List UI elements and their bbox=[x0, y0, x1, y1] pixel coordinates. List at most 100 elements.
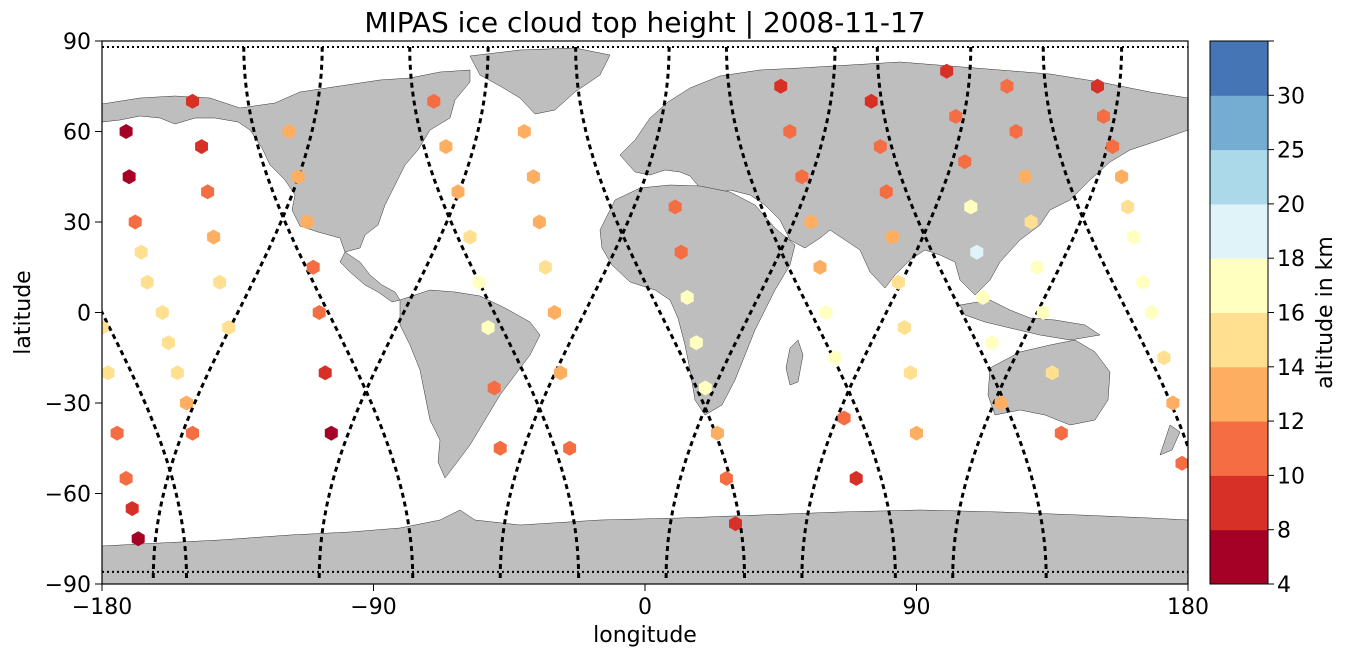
cloud-marker bbox=[563, 440, 577, 456]
cloud-marker bbox=[774, 78, 788, 94]
y-tick-label: 60 bbox=[63, 121, 91, 146]
orbit-track bbox=[574, 46, 746, 578]
madagascar-land bbox=[785, 339, 804, 386]
cloud-marker bbox=[125, 501, 139, 517]
orbit-track bbox=[724, 46, 897, 579]
orbit-track bbox=[242, 47, 415, 578]
cloud-marker bbox=[689, 335, 703, 351]
indonesia-land bbox=[959, 299, 1101, 341]
cloud-markers bbox=[102, 63, 1188, 547]
central-america-land bbox=[339, 251, 401, 303]
cloud-marker bbox=[804, 214, 818, 230]
cloud-marker bbox=[1157, 350, 1171, 366]
cloud-marker bbox=[1030, 259, 1044, 275]
cloud-marker bbox=[140, 274, 154, 290]
cloud-marker bbox=[222, 320, 236, 336]
cloud-marker bbox=[1045, 365, 1059, 381]
cloud-marker bbox=[885, 229, 899, 245]
colorbar-ticks: 4 8 10 12 14 16 18 20 25 30 bbox=[1268, 40, 1305, 598]
cloud-marker bbox=[1121, 199, 1135, 215]
orbit-track bbox=[317, 47, 490, 579]
cloud-marker bbox=[1009, 124, 1023, 139]
colorbar-block bbox=[1210, 149, 1268, 205]
map-layer bbox=[102, 46, 1188, 584]
y-axis-title: latitude bbox=[11, 270, 36, 354]
australia-land bbox=[987, 339, 1111, 426]
cloud-marker bbox=[122, 169, 136, 185]
cloud-marker bbox=[1145, 305, 1159, 320]
cloud-marker bbox=[131, 531, 145, 547]
cloud-marker bbox=[891, 274, 905, 290]
cloud-marker bbox=[994, 395, 1008, 411]
colorbar-block bbox=[1210, 258, 1268, 313]
eurasia-land bbox=[619, 61, 1188, 296]
colorbar-block bbox=[1210, 203, 1268, 259]
greenland-land bbox=[469, 47, 611, 115]
cloud-marker bbox=[1000, 78, 1014, 94]
cloud-marker bbox=[720, 470, 733, 486]
africa-land bbox=[599, 184, 796, 416]
colorbar-tick-label: 30 bbox=[1277, 84, 1305, 109]
cloud-marker bbox=[201, 184, 215, 200]
y-tick-label: −90 bbox=[45, 573, 91, 598]
colorbar-block bbox=[1210, 312, 1268, 368]
cloud-marker bbox=[291, 169, 305, 185]
cloud-marker bbox=[300, 214, 314, 230]
cloud-marker bbox=[451, 184, 465, 200]
colorbar-tick-label: 16 bbox=[1277, 302, 1305, 327]
cloud-marker bbox=[970, 244, 984, 260]
colorbar-tick-label: 20 bbox=[1277, 193, 1305, 218]
x-tick-label: 180 bbox=[1167, 595, 1209, 620]
cloud-marker bbox=[318, 365, 332, 381]
cloud-marker bbox=[1097, 108, 1110, 124]
orbit-track bbox=[151, 47, 324, 578]
colorbar-tick-label: 18 bbox=[1277, 247, 1305, 272]
cloud-marker bbox=[102, 365, 115, 381]
colorbar-tick-label: 12 bbox=[1277, 410, 1305, 435]
orbit-track bbox=[875, 47, 1048, 578]
x-axis-title: longitude bbox=[593, 623, 697, 648]
cloud-marker bbox=[119, 124, 133, 139]
cloud-marker bbox=[282, 124, 296, 139]
cloud-marker bbox=[207, 229, 221, 245]
colorbar-tick-label: 14 bbox=[1277, 356, 1305, 381]
cloud-marker bbox=[819, 305, 833, 320]
cloud-marker bbox=[976, 289, 990, 305]
x-axis: −180 −90 0 90 180 longitude bbox=[72, 584, 1209, 648]
cloud-marker bbox=[1054, 425, 1068, 441]
cloud-marker bbox=[554, 365, 567, 381]
cloud-marker bbox=[985, 335, 999, 351]
cloud-marker bbox=[1091, 78, 1104, 94]
x-tick-label: 0 bbox=[638, 595, 652, 620]
x-tick-label: −90 bbox=[350, 595, 396, 620]
chart-title: MIPAS ice cloud top height | 2008-11-17 bbox=[364, 6, 925, 39]
colorbar-block bbox=[1210, 95, 1268, 151]
colorbar-block bbox=[1210, 421, 1268, 476]
cloud-marker bbox=[186, 425, 199, 441]
cloud-marker bbox=[1175, 455, 1188, 471]
cloud-marker bbox=[710, 425, 724, 441]
y-tick-label: 90 bbox=[63, 30, 91, 55]
cloud-marker bbox=[879, 184, 893, 200]
cloud-marker bbox=[1018, 169, 1032, 185]
cloud-marker bbox=[958, 154, 972, 170]
cloud-marker bbox=[110, 425, 124, 441]
antarctica-land bbox=[102, 509, 1188, 584]
colorbar-block bbox=[1210, 366, 1268, 422]
y-tick-label: 0 bbox=[77, 302, 91, 327]
cloud-marker bbox=[180, 395, 193, 411]
orbit-track bbox=[498, 47, 671, 579]
cloud-marker bbox=[186, 93, 199, 109]
cloud-marker bbox=[427, 93, 441, 109]
cloud-marker bbox=[1024, 214, 1038, 230]
y-tick-label: −60 bbox=[45, 483, 91, 508]
cloud-marker bbox=[213, 274, 227, 290]
cloud-marker bbox=[668, 199, 682, 215]
new-zealand-land bbox=[1159, 424, 1181, 456]
colorbar-tick-label: 10 bbox=[1277, 464, 1305, 489]
cloud-marker bbox=[964, 199, 978, 215]
cloud-marker bbox=[517, 124, 531, 139]
orbit-track bbox=[800, 46, 973, 578]
orbit-track bbox=[664, 46, 837, 579]
